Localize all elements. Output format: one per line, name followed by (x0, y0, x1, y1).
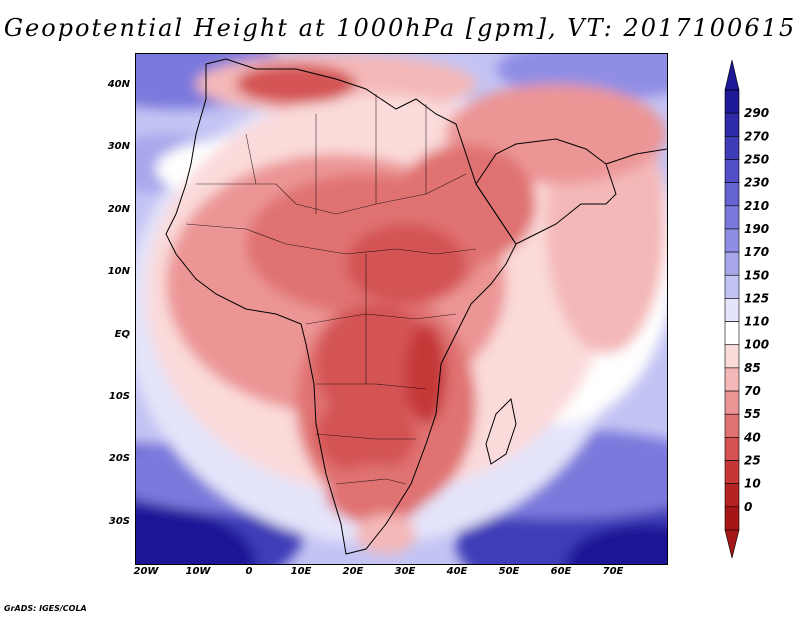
lon-label-10w: 10W (185, 566, 211, 577)
colorbar-label: 190 (744, 222, 769, 236)
lat-label-30s: 30S (108, 516, 130, 527)
lon-label-20e: 20E (342, 566, 364, 577)
colorbar-swatch (724, 274, 740, 299)
lon-label-10e: 10E (290, 566, 312, 577)
colorbar-swatch (724, 367, 740, 392)
lon-label-60e: 60E (550, 566, 572, 577)
colorbar-label: 250 (744, 152, 769, 166)
colorbar-label: 0 (744, 500, 752, 514)
colorbar-swatch (724, 205, 740, 230)
colorbar-label: 10 (744, 477, 761, 491)
country-borders (185, 94, 477, 485)
colorbar-label: 210 (744, 199, 769, 213)
colorbar-swatch (724, 506, 740, 531)
colorbar-swatch (724, 159, 740, 183)
colorbar-label: 170 (744, 245, 769, 259)
geopotential-field (136, 54, 667, 564)
lon-label-30e: 30E (394, 566, 416, 577)
lon-label-40e: 40E (446, 566, 468, 577)
colorbar-swatch (724, 251, 740, 276)
colorbar-swatch (724, 483, 740, 508)
lon-label-0: 0 (245, 566, 253, 577)
colorbar-label: 230 (744, 176, 769, 190)
lon-label-20w: 20W (133, 566, 159, 577)
colorbar-swatch (724, 413, 740, 438)
map-plot-area (135, 53, 668, 565)
colorbar-label: 85 (744, 361, 761, 375)
colorbar-swatch (724, 390, 740, 415)
colorbar-label: 25 (744, 454, 761, 468)
map-title: Geopotential Height at 1000hPa [gpm], VT… (3, 14, 797, 42)
colorbar-top-arrow (724, 60, 740, 91)
colorbar-swatch (724, 460, 740, 484)
colorbar-label: 150 (744, 268, 769, 282)
colorbar-swatch (724, 182, 740, 207)
lat-label-20n: 20N (107, 204, 130, 215)
lon-label-50e: 50E (498, 566, 520, 577)
colorbar: 2902702502302101901701501251101008570554… (724, 60, 769, 559)
colorbar-label: 125 (744, 291, 769, 305)
credit-label: GrADS: IGES/COLA (4, 604, 87, 613)
colorbar-label: 100 (744, 338, 769, 352)
colorbar-bottom-arrow (724, 529, 740, 559)
colorbar-swatch (724, 437, 740, 461)
colorbar-label: 55 (744, 407, 761, 421)
colorbar-swatch (724, 321, 740, 346)
colorbar-swatch (724, 112, 740, 137)
lat-label-30n: 30N (107, 141, 130, 152)
colorbar-swatch (724, 298, 740, 322)
colorbar-label: 270 (744, 129, 769, 143)
lon-label-70e: 70E (602, 566, 624, 577)
lat-label-20s: 20S (108, 453, 130, 464)
colorbar-swatch (724, 89, 740, 114)
colorbar-label: 70 (744, 384, 761, 398)
lat-label-eq: EQ (114, 329, 130, 340)
lat-label-10s: 10S (108, 391, 130, 402)
lat-label-40n: 40N (107, 79, 130, 90)
coastlines (165, 58, 667, 555)
colorbar-label: 110 (744, 315, 769, 329)
colorbar-label: 290 (744, 106, 769, 120)
colorbar-swatch (724, 344, 740, 369)
lat-label-10n: 10N (107, 266, 130, 277)
colorbar-swatch (724, 136, 740, 160)
colorbar-label: 40 (743, 430, 761, 444)
colorbar-swatch (724, 228, 740, 253)
